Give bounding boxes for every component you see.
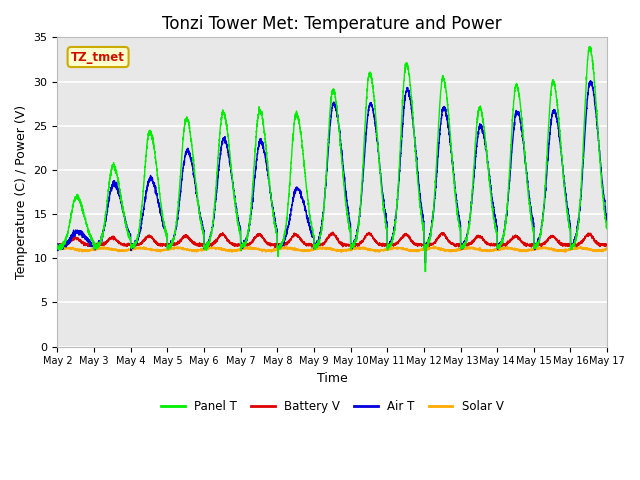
Y-axis label: Temperature (C) / Power (V): Temperature (C) / Power (V): [15, 105, 28, 279]
Title: Tonzi Tower Met: Temperature and Power: Tonzi Tower Met: Temperature and Power: [163, 15, 502, 33]
Text: TZ_tmet: TZ_tmet: [71, 50, 125, 63]
Legend: Panel T, Battery V, Air T, Solar V: Panel T, Battery V, Air T, Solar V: [156, 396, 508, 418]
X-axis label: Time: Time: [317, 372, 348, 385]
